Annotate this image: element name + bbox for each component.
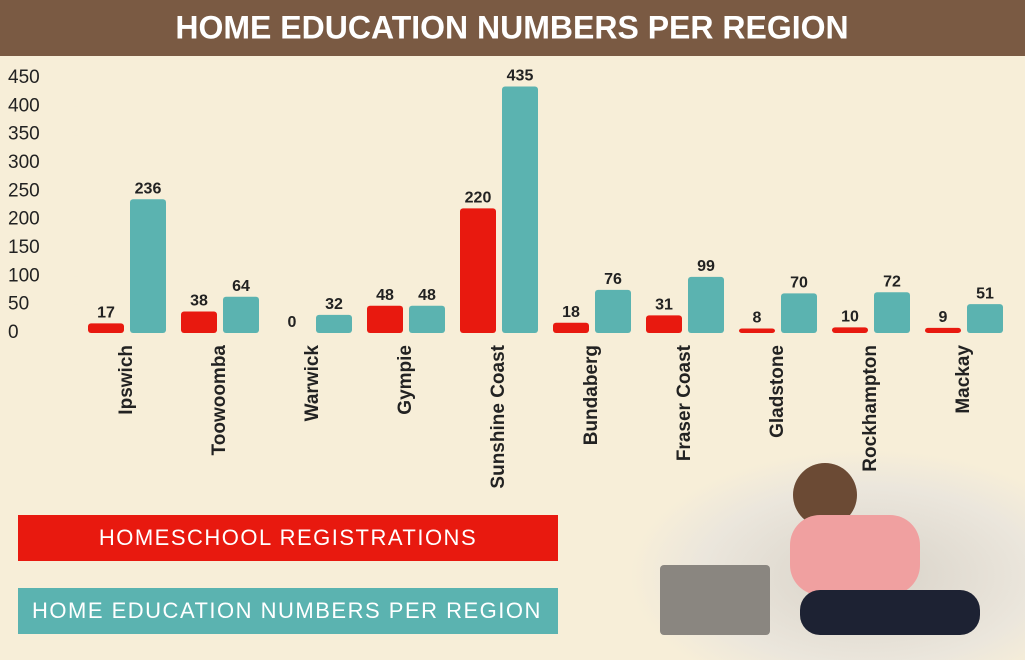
- value-label: 435: [507, 68, 534, 85]
- value-label: 76: [604, 271, 622, 288]
- x-tick-label: Gladstone: [767, 345, 788, 438]
- value-label: 70: [790, 275, 808, 292]
- bar: [502, 86, 538, 333]
- bar: [181, 311, 217, 333]
- y-tick-label: 50: [8, 294, 29, 315]
- x-tick-label: Toowoomba: [209, 345, 230, 456]
- person-head: [793, 463, 857, 527]
- bar: [646, 315, 682, 333]
- y-tick-label: 200: [8, 209, 40, 230]
- value-label: 32: [325, 296, 343, 313]
- laptop: [660, 565, 770, 635]
- bar: [874, 292, 910, 333]
- y-tick-label: 150: [8, 237, 40, 258]
- bar: [595, 289, 631, 333]
- value-label: 0: [288, 314, 297, 331]
- value-label: 8: [753, 310, 762, 327]
- value-label: 9: [939, 309, 948, 326]
- bar: [553, 322, 589, 333]
- y-tick-label: 250: [8, 180, 40, 201]
- y-tick-label: 350: [8, 124, 40, 145]
- legend-label: HOME EDUCATION NUMBERS PER REGION: [32, 598, 542, 623]
- chart-title: HOME EDUCATION NUMBERS PER REGION: [175, 9, 848, 45]
- y-tick-label: 0: [8, 322, 19, 343]
- y-tick-label: 400: [8, 95, 40, 116]
- value-label: 72: [883, 273, 901, 290]
- x-tick-label: Ipswich: [116, 345, 137, 415]
- y-tick-label: 300: [8, 152, 40, 173]
- bar: [130, 199, 166, 333]
- person-body: [790, 515, 920, 595]
- bar: [832, 327, 868, 333]
- title-bar: [0, 0, 1025, 56]
- value-label: 48: [376, 287, 394, 304]
- bar: [367, 305, 403, 333]
- value-label: 51: [976, 285, 994, 302]
- x-tick-label: Warwick: [302, 345, 323, 422]
- x-tick-label: Fraser Coast: [674, 344, 695, 461]
- bar: [781, 293, 817, 333]
- bar: [316, 314, 352, 333]
- legend-swatch: [18, 588, 558, 634]
- x-tick-label: Sunshine Coast: [488, 344, 509, 488]
- x-tick-label: Rockhampton: [860, 345, 881, 472]
- value-label: 64: [232, 278, 250, 295]
- value-label: 17: [97, 305, 115, 322]
- value-label: 31: [655, 297, 673, 314]
- value-label: 236: [135, 180, 162, 197]
- y-tick-label: 450: [8, 67, 40, 88]
- bar: [688, 276, 724, 333]
- y-tick-label: 100: [8, 265, 40, 286]
- value-label: 99: [697, 258, 715, 275]
- bar: [739, 328, 775, 333]
- x-tick-label: Mackay: [953, 345, 974, 414]
- bar: [223, 296, 259, 333]
- value-label: 10: [841, 309, 859, 326]
- person-legs: [800, 590, 980, 635]
- bar: [925, 327, 961, 333]
- bar: [409, 305, 445, 333]
- value-label: 48: [418, 287, 436, 304]
- legend-swatch: [18, 515, 558, 561]
- x-tick-label: Gympie: [395, 345, 416, 415]
- legend-label: HOMESCHOOL REGISTRATIONS: [99, 525, 477, 550]
- value-label: 38: [190, 293, 208, 310]
- value-label: 18: [562, 304, 580, 321]
- bar: [460, 208, 496, 333]
- value-label: 220: [465, 190, 492, 207]
- x-tick-label: Bundaberg: [581, 345, 602, 445]
- bar: [88, 323, 124, 333]
- bar: [967, 304, 1003, 333]
